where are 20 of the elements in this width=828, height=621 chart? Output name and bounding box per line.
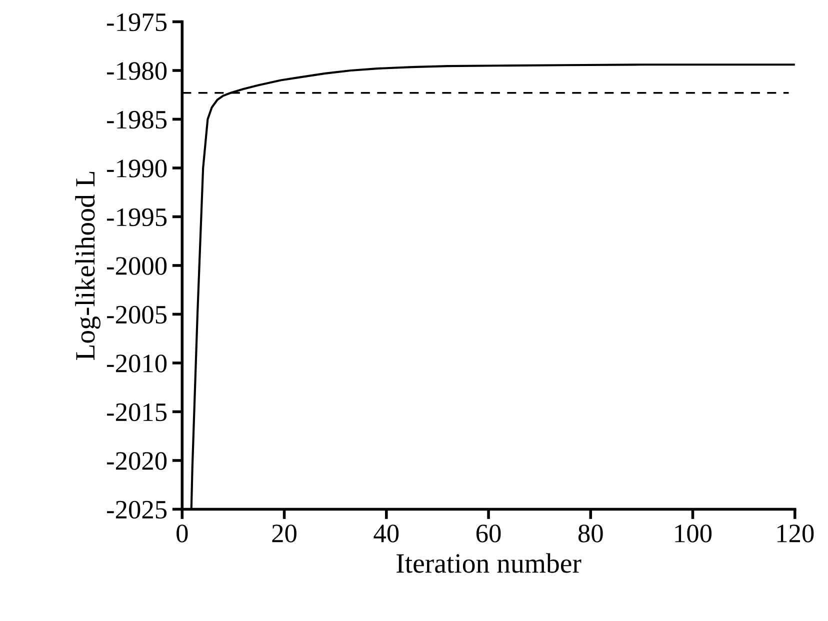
y-tick-label: -2020 — [106, 452, 167, 470]
x-tick-label: 20 — [272, 524, 296, 542]
x-tick-label: 0 — [176, 524, 188, 542]
x-axis-title: Iteration number — [396, 553, 582, 573]
x-tick-label: 80 — [578, 524, 603, 542]
x-tick-label: 60 — [476, 524, 501, 542]
x-tick-label: 100 — [675, 524, 712, 542]
y-tick-label: -2005 — [106, 306, 167, 324]
y-tick-label: -2010 — [106, 354, 167, 372]
y-tick-label: -1985 — [106, 110, 167, 129]
x-tick-label: 120 — [777, 524, 814, 542]
y-tick-label: -1990 — [106, 160, 167, 178]
y-axis-title: Log-likelihood L — [75, 172, 100, 360]
y-tick-label: -1975 — [106, 13, 167, 32]
y-tick-label: -2000 — [106, 257, 167, 275]
y-tick-label: -1995 — [106, 208, 167, 226]
x-tick-label: 40 — [374, 524, 399, 542]
y-tick-label: -1980 — [106, 62, 167, 80]
y-tick-label: -2015 — [106, 403, 167, 422]
y-tick-label: -2025 — [106, 500, 167, 519]
